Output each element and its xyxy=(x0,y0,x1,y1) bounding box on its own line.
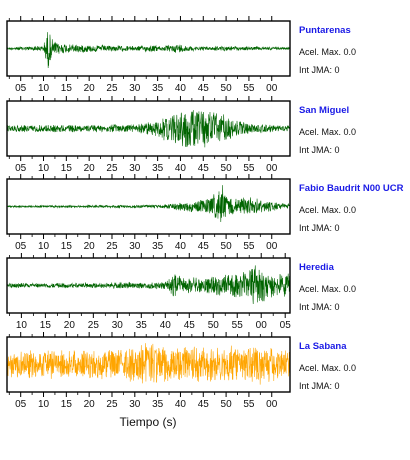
tick-label: 00 xyxy=(266,83,278,94)
tick-label: 15 xyxy=(61,399,73,410)
tick-label: 10 xyxy=(38,241,50,252)
tick-label: 20 xyxy=(64,320,76,331)
tick-label: 30 xyxy=(129,83,141,94)
tick-label: 40 xyxy=(175,241,187,252)
tick-label: 10 xyxy=(38,83,50,94)
tick-label: 20 xyxy=(84,399,96,410)
tick-label: 10 xyxy=(38,399,50,410)
panel-frame xyxy=(6,100,291,157)
waveform-trace xyxy=(7,265,290,305)
tick-label: 00 xyxy=(266,399,278,410)
tick-label: 40 xyxy=(175,83,187,94)
tick-label: 05 xyxy=(15,399,27,410)
station-panel: 05 10 15 20 25 30 35 40 45 50 55 00 Puntarenas Acel. … xyxy=(6,16,356,94)
tick-label: 45 xyxy=(184,320,196,331)
tick-label: 55 xyxy=(243,163,255,174)
tick-label: 30 xyxy=(112,320,124,331)
tick-label: 25 xyxy=(106,83,118,94)
station-name: Fabio Baudrit N00 UCR xyxy=(299,183,404,194)
accel-max-readout: Acel. Max. 0.0 xyxy=(299,205,356,215)
tick-label: 35 xyxy=(152,163,164,174)
jma-intensity-readout: Int JMA: 0 xyxy=(299,302,340,312)
tick-label: 25 xyxy=(106,241,118,252)
panel-frame xyxy=(6,178,291,235)
tick-label: 40 xyxy=(175,399,187,410)
tick-label: 25 xyxy=(106,399,118,410)
panel-frame xyxy=(6,257,291,314)
tick-label: 10 xyxy=(38,163,50,174)
accel-max-readout: Acel. Max. 0.0 xyxy=(299,127,356,137)
tick-label: 50 xyxy=(221,399,233,410)
jma-intensity-readout: Int JMA: 0 xyxy=(299,65,340,75)
tick-label: 05 xyxy=(15,163,27,174)
station-name: Puntarenas xyxy=(299,25,351,36)
waveform-trace xyxy=(7,185,290,223)
tick-label: 20 xyxy=(84,83,96,94)
station-name: Heredia xyxy=(299,262,335,273)
tick-label: 35 xyxy=(152,83,164,94)
tick-label: 30 xyxy=(129,241,141,252)
accel-max-readout: Acel. Max. 0.0 xyxy=(299,47,356,57)
tick-label: 20 xyxy=(84,163,96,174)
tick-label: 45 xyxy=(198,83,210,94)
tick-label: 25 xyxy=(88,320,100,331)
accel-max-readout: Acel. Max. 0.0 xyxy=(299,284,356,294)
panel-frame xyxy=(6,20,291,77)
tick-label: 45 xyxy=(198,241,210,252)
tick-label: 50 xyxy=(221,241,233,252)
station-panel: 10 15 20 25 30 35 40 45 50 55 00 05 Heredia Acel. Max… xyxy=(6,253,356,331)
tick-label: 55 xyxy=(243,241,255,252)
tick-label: 35 xyxy=(136,320,148,331)
tick-label: 40 xyxy=(160,320,172,331)
tick-label: 55 xyxy=(243,83,255,94)
tick-label: 00 xyxy=(266,163,278,174)
tick-label: 35 xyxy=(152,399,164,410)
station-name: San Miguel xyxy=(299,105,349,116)
tick-label: 55 xyxy=(243,399,255,410)
tick-label: 55 xyxy=(232,320,244,331)
panel-frame xyxy=(6,336,291,393)
station-panel: 05 10 15 20 25 30 35 40 45 50 55 00 Fabio Baudrit N0… xyxy=(6,174,404,252)
tick-label: 45 xyxy=(198,163,210,174)
jma-intensity-readout: Int JMA: 0 xyxy=(299,145,340,155)
accel-max-readout: Acel. Max. 0.0 xyxy=(299,363,356,373)
tick-label: 35 xyxy=(152,241,164,252)
tick-label: 30 xyxy=(129,163,141,174)
waveform-trace xyxy=(7,343,290,385)
x-axis-title: Tiempo (s) xyxy=(120,415,177,429)
waveform-trace xyxy=(7,32,290,68)
jma-intensity-readout: Int JMA: 0 xyxy=(299,381,340,391)
tick-label: 15 xyxy=(61,163,73,174)
tick-label: 00 xyxy=(266,241,278,252)
jma-intensity-readout: Int JMA: 0 xyxy=(299,223,340,233)
tick-label: 50 xyxy=(208,320,220,331)
tick-label: 15 xyxy=(40,320,52,331)
station-panel: 05 10 15 20 25 30 35 40 45 50 55 00 San Miguel Acel. … xyxy=(6,96,356,174)
tick-label: 25 xyxy=(106,163,118,174)
tick-label: 05 xyxy=(15,241,27,252)
tick-label: 15 xyxy=(61,241,73,252)
tick-label: 05 xyxy=(15,83,27,94)
tick-label: 45 xyxy=(198,399,210,410)
tick-label: 30 xyxy=(129,399,141,410)
tick-label: 00 xyxy=(256,320,268,331)
tick-label: 50 xyxy=(221,163,233,174)
waveform-trace xyxy=(7,110,290,148)
tick-label: 10 xyxy=(16,320,28,331)
tick-label: 20 xyxy=(84,241,96,252)
station-name: La Sabana xyxy=(299,341,347,352)
station-panel: 05 10 15 20 25 30 35 40 45 50 55 00 La Sabana Acel. M… xyxy=(6,332,356,410)
tick-label: 15 xyxy=(61,83,73,94)
tick-label: 40 xyxy=(175,163,187,174)
tick-label: 05 xyxy=(280,320,292,331)
tick-label: 50 xyxy=(221,83,233,94)
